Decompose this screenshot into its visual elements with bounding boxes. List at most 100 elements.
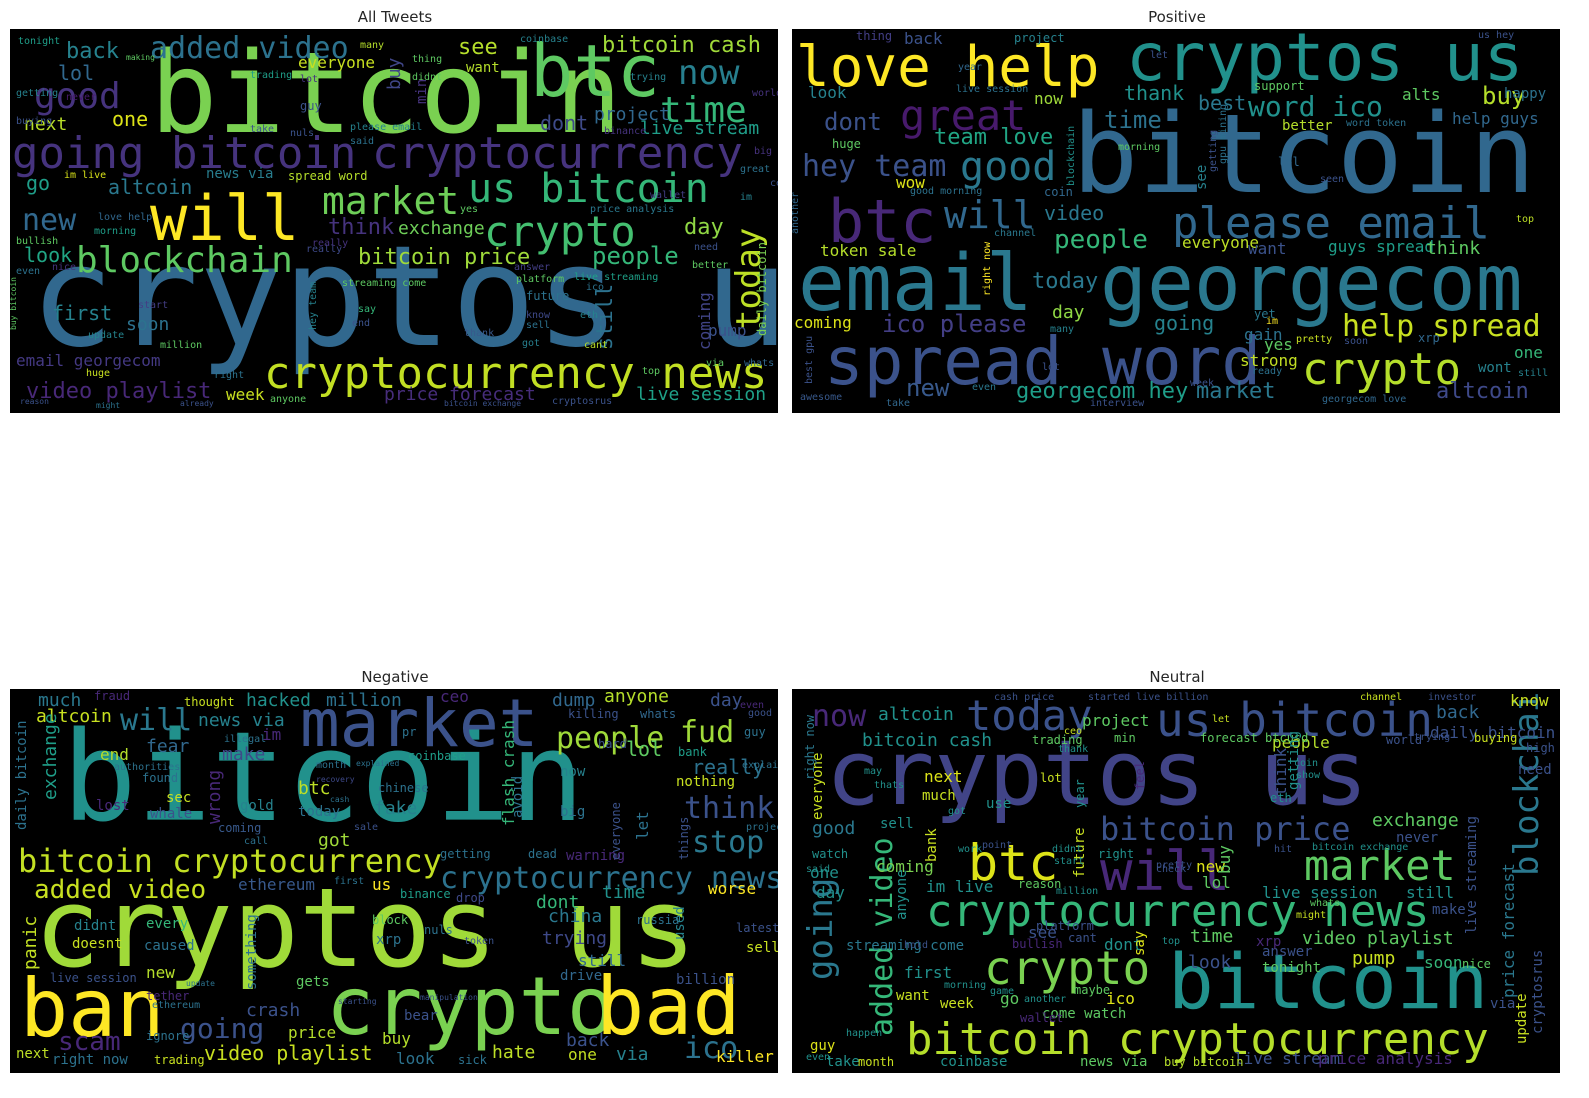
cloud-word: good bbox=[34, 76, 121, 117]
cloud-word: tether bbox=[146, 989, 189, 1003]
cloud-word: coming bbox=[695, 292, 714, 350]
cloud-word: coin bbox=[1044, 185, 1073, 199]
cloud-word: crypto bbox=[484, 207, 636, 256]
cloud-word: bitcoin cryptocurrency bbox=[18, 842, 442, 880]
cloud-word: anyone bbox=[604, 689, 669, 707]
cloud-word: authorities bbox=[114, 762, 180, 773]
cloud-word: cryptos us bbox=[826, 721, 1368, 826]
cloud-word: guy bbox=[300, 99, 322, 113]
panel-title-negative: Negative bbox=[361, 668, 429, 686]
cloud-word: thank bbox=[1124, 81, 1184, 105]
cloud-word: trying bbox=[542, 928, 607, 949]
cloud-word: fud bbox=[680, 715, 734, 750]
cloud-word: hate bbox=[492, 1042, 535, 1063]
cloud-word: today bbox=[298, 804, 340, 820]
cloud-word: us bitcoin bbox=[1156, 693, 1433, 747]
cloud-word: coinbase bbox=[940, 1054, 1007, 1070]
cloud-word: coming bbox=[218, 821, 261, 835]
wordcloud-negative: bitcoin cryptos us ban crypto bad market bitco… bbox=[10, 689, 778, 1073]
cloud-word: xrp bbox=[1256, 934, 1281, 950]
cloud-word: take bbox=[886, 398, 910, 409]
cloud-word: hey team bbox=[308, 282, 319, 330]
cloud-word: game bbox=[990, 986, 1014, 997]
cloud-word: use bbox=[986, 796, 1011, 812]
cloud-word: dont bbox=[1104, 935, 1143, 954]
cloud-word: answer bbox=[1262, 944, 1313, 960]
cloud-word: gets bbox=[296, 974, 330, 990]
cloud-word: day bbox=[816, 883, 845, 902]
cloud-word: coinbase bbox=[408, 749, 466, 763]
cloud-word: altcoin bbox=[1436, 379, 1529, 404]
cloud-word: call bbox=[244, 836, 268, 847]
cloud-word: bitcoin exchange bbox=[444, 399, 521, 408]
cloud-word: look bbox=[808, 83, 847, 102]
cloud-word: week bbox=[226, 385, 265, 404]
cloud-word: streaming come bbox=[846, 938, 964, 954]
cloud-word: killing bbox=[568, 707, 619, 721]
cloud-word: lol bbox=[1278, 155, 1300, 169]
cloud-word: stop bbox=[692, 825, 764, 860]
cloud-word: bitcoin exchange bbox=[1312, 842, 1408, 853]
cloud-word: georgecom love bbox=[1322, 394, 1406, 405]
cloud-word: hey team bbox=[802, 149, 947, 184]
cloud-word: future bbox=[1072, 827, 1088, 878]
cloud-word: future bbox=[526, 289, 569, 303]
cloud-word: please email bbox=[1172, 198, 1490, 249]
cloud-word: many bbox=[360, 40, 384, 51]
cloud-word: altcoin bbox=[878, 704, 954, 725]
cloud-word: im live bbox=[64, 170, 106, 181]
cloud-word: buy bitcoin bbox=[10, 277, 18, 330]
cloud-word: im bbox=[1266, 316, 1278, 327]
cloud-word: wallet bbox=[650, 190, 686, 201]
cloud-word: good bbox=[748, 708, 772, 719]
cloud-word: manipulation bbox=[420, 993, 478, 1002]
cloud-word: lol bbox=[626, 737, 662, 761]
cloud-word: coin bbox=[1294, 758, 1318, 769]
cloud-word: buying bbox=[1474, 731, 1517, 745]
cloud-word: back bbox=[566, 1030, 610, 1051]
cloud-word: bitcoin bbox=[1168, 937, 1488, 1026]
cloud-word: gain bbox=[1244, 325, 1283, 344]
cloud-word: gold bbox=[240, 798, 274, 814]
cloud-word: lot bbox=[1042, 362, 1060, 373]
cloud-word: gpu mining bbox=[1218, 104, 1229, 164]
cloud-word: going bbox=[1154, 311, 1214, 335]
cloud-word: market bbox=[1304, 841, 1456, 890]
cloud-word: platform bbox=[1036, 919, 1094, 933]
cloud-word: lot bbox=[1040, 771, 1062, 785]
cloud-word: cryptos us bbox=[1126, 29, 1523, 96]
cloud-word: warning bbox=[566, 848, 625, 864]
cloud-word: alts bbox=[1402, 85, 1441, 104]
cloud-word: word ico bbox=[1248, 90, 1383, 123]
cloud-word: live session bbox=[956, 84, 1028, 95]
cloud-word: trading bbox=[154, 1053, 205, 1067]
cloud-word: whats bbox=[744, 358, 774, 369]
cloud-word: fake bbox=[374, 798, 417, 819]
cloud-word: worse bbox=[708, 879, 756, 898]
cloud-word: xrp bbox=[376, 932, 401, 948]
cloud-word: ceo bbox=[440, 689, 469, 706]
cloud-word: trading bbox=[250, 70, 292, 81]
cloud-word: via bbox=[616, 1044, 649, 1065]
cloud-word: one bbox=[1514, 343, 1543, 362]
cloud-word: still bbox=[1518, 368, 1548, 379]
cloud-word: lol bbox=[1202, 873, 1231, 892]
cloud-word: start bbox=[138, 300, 168, 311]
cloud-word: cryptocurrency news bbox=[926, 886, 1429, 937]
cloud-word: everyone bbox=[810, 753, 826, 820]
cloud-word: even bbox=[740, 700, 764, 711]
cloud-word: week bbox=[1190, 378, 1214, 389]
cloud-word: us bbox=[372, 875, 391, 894]
cloud-word: think bbox=[684, 791, 774, 826]
cloud-word: got bbox=[522, 338, 540, 349]
cloud-word: ico bbox=[586, 282, 604, 293]
cloud-word: sick bbox=[458, 1053, 488, 1067]
cloud-word: update bbox=[88, 330, 124, 341]
cloud-word: guy bbox=[744, 725, 766, 739]
cloud-word: new bbox=[906, 374, 950, 402]
cloud-word: news via bbox=[198, 710, 285, 731]
wordcloud-all-tweets: cryptos u bitcoin btc will going bitcoin cryp… bbox=[10, 29, 778, 413]
cloud-word: support bbox=[1254, 79, 1305, 93]
cloud-word: look bbox=[24, 243, 72, 267]
